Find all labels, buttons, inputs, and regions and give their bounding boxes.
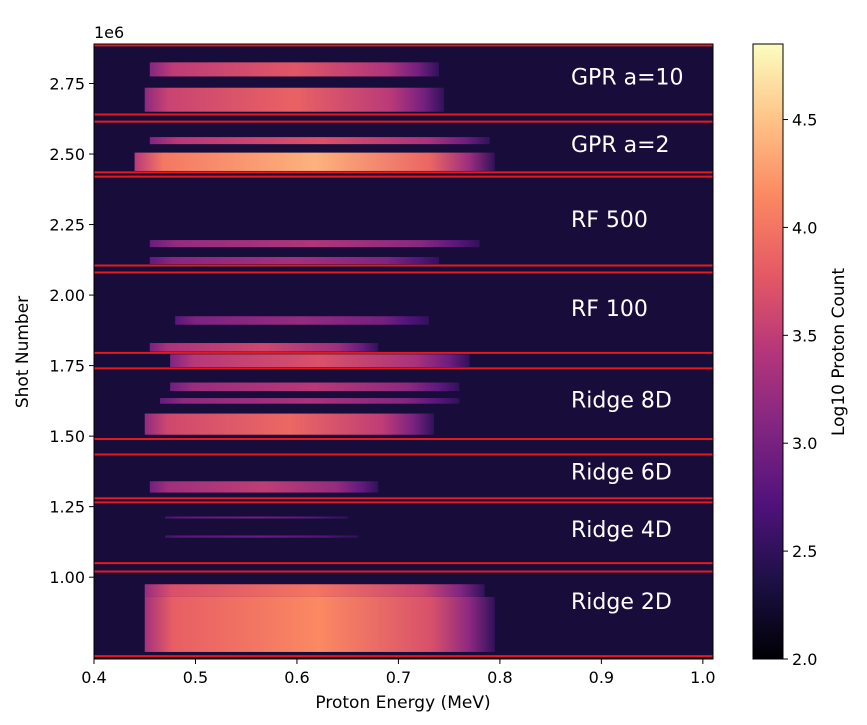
- heatmap-band: [149, 256, 440, 265]
- heatmap-band: [144, 596, 495, 652]
- group-boundary-lines: [94, 44, 713, 658]
- group-label: GPR a=2: [571, 133, 670, 158]
- heatmap-band: [144, 87, 445, 112]
- y-offset-text: 1e6: [94, 23, 124, 42]
- heatmap-band: [149, 62, 440, 77]
- colorbar-axis: 2.0 2.5 3.0 3.5 4.0 4.5: [783, 111, 817, 669]
- heatmap-band: [144, 413, 434, 435]
- heatmap-band: [149, 240, 480, 248]
- heatmap-band: [144, 584, 485, 597]
- group-label: Ridge 4D: [571, 518, 672, 543]
- heatmap-bands: [134, 62, 495, 652]
- group-label: Ridge 8D: [571, 388, 672, 413]
- colorbar-tick-label: 4.0: [792, 218, 817, 237]
- colorbar-tick-label: 2.5: [792, 542, 817, 561]
- colorbar: [752, 43, 784, 660]
- colorbar-label: Log10 Proton Count: [829, 268, 849, 436]
- plot-frame: [93, 43, 714, 660]
- heatmap-band: [159, 398, 460, 404]
- y-tick-label: 2.25: [49, 216, 85, 235]
- y-axis-label: Shot Number: [13, 296, 33, 408]
- colorbar-tick-label: 3.0: [792, 434, 817, 453]
- heatmap-band: [149, 343, 379, 352]
- y-tick-label: 2.50: [49, 145, 85, 164]
- x-axis-label: Proton Energy (MeV): [315, 693, 490, 713]
- y-tick-label: 1.50: [49, 427, 85, 446]
- x-tick-label: 0.6: [284, 668, 309, 687]
- x-tick-label: 0.9: [589, 668, 614, 687]
- x-tick-label: 0.8: [487, 668, 512, 687]
- heatmap-band: [134, 152, 495, 171]
- heatmap-band: [170, 354, 470, 368]
- y-tick-label: 1.75: [49, 357, 85, 376]
- group-label: Ridge 2D: [571, 590, 672, 615]
- heatmap-band: [149, 481, 379, 493]
- heatmap-band: [165, 535, 358, 538]
- colorbar-tick-label: 2.0: [792, 650, 817, 669]
- y-axis: 1.00 1.25 1.50 1.75 2.00 2.25 2.50 2.75: [49, 74, 94, 587]
- heatmap-band: [149, 137, 490, 145]
- group-label: GPR a=10: [571, 65, 684, 90]
- colorbar-tick-label: 3.5: [792, 326, 817, 345]
- x-axis: 0.4 0.5 0.6 0.7 0.8 0.9 1.0: [81, 659, 716, 687]
- y-tick-label: 1.00: [49, 568, 85, 587]
- heatmap-band: [175, 316, 429, 325]
- x-tick-label: 0.4: [81, 668, 106, 687]
- x-tick-label: 0.5: [183, 668, 208, 687]
- group-label: RF 100: [571, 297, 648, 322]
- y-tick-label: 2.00: [49, 286, 85, 305]
- y-tick-label: 2.75: [49, 74, 85, 93]
- heatmap-band: [170, 382, 460, 391]
- x-tick-label: 1.0: [690, 668, 715, 687]
- y-tick-label: 1.25: [49, 498, 85, 517]
- group-label: Ridge 6D: [571, 460, 672, 485]
- group-labels: GPR a=10 GPR a=2 RF 500 RF 100 Ridge 8D Ridge…: [571, 65, 684, 615]
- colorbar-tick-label: 4.5: [792, 111, 817, 130]
- group-label: RF 500: [571, 208, 648, 233]
- x-tick-label: 0.7: [386, 668, 411, 687]
- heatmap-band: [165, 516, 348, 519]
